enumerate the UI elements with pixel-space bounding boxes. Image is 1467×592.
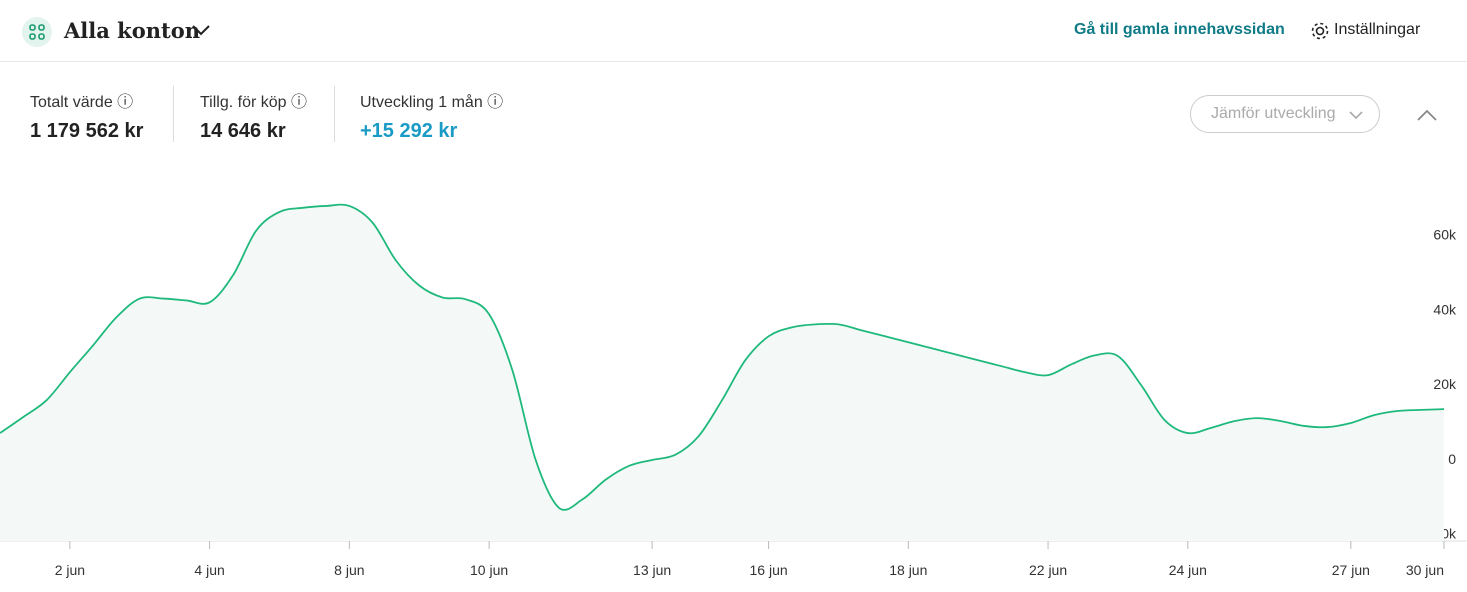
stat-label-text: Totalt värde xyxy=(30,94,113,111)
accounts-icon xyxy=(22,17,52,47)
x-tick-label: 27 jun xyxy=(1332,562,1370,578)
compare-label: Jämför utveckling xyxy=(1211,105,1336,122)
stat-label: Utveckling 1 mån ⓘ xyxy=(360,94,504,111)
separator xyxy=(334,86,335,142)
value-line xyxy=(0,203,1445,511)
x-tick-label: 22 jun xyxy=(1029,562,1067,578)
account-title[interactable]: Alla konton xyxy=(64,18,200,43)
compare-chevron xyxy=(1349,111,1363,120)
settings-button[interactable]: Inställningar xyxy=(1334,21,1421,38)
dropdown-chevron[interactable] xyxy=(192,23,210,37)
stat-label: Tillg. för köp ⓘ xyxy=(200,94,307,111)
x-tick-label: 24 jun xyxy=(1169,562,1207,578)
x-tick-label: 2 jun xyxy=(55,562,85,578)
x-tick-label: 18 jun xyxy=(889,562,927,578)
stat-value: 14 646 kr xyxy=(200,120,286,142)
y-tick-label: 20k xyxy=(1433,376,1457,392)
stat-label-text: Tillg. för köp xyxy=(200,94,287,111)
top-bar: Alla konton Gå till gamla innehavssidan … xyxy=(0,0,1467,62)
area-fill xyxy=(0,204,1444,541)
stat: Tillg. för köp ⓘ 14 646 kr xyxy=(200,88,307,143)
separator xyxy=(173,86,174,142)
stat: Totalt värde ⓘ 1 179 562 kr xyxy=(30,88,143,143)
stat-label: Totalt värde ⓘ xyxy=(30,94,134,111)
x-tick-label: 13 jun xyxy=(633,562,671,578)
collapse-chevron[interactable] xyxy=(1417,108,1437,122)
stat-value: 1 179 562 kr xyxy=(30,120,144,142)
x-tick-label: 16 jun xyxy=(750,562,788,578)
stat-label-text: Utveckling 1 mån xyxy=(360,94,483,111)
x-tick-label: 8 jun xyxy=(334,562,364,578)
y-tick-label: 0 xyxy=(1448,451,1456,467)
gear-icon[interactable] xyxy=(1309,20,1331,42)
compare-button[interactable]: Jämför utveckling xyxy=(1190,95,1380,133)
y-tick-label: 60k xyxy=(1433,227,1457,243)
old-holdings-link[interactable]: Gå till gamla innehavssidan xyxy=(1074,21,1285,38)
x-tick-label: 4 jun xyxy=(194,562,224,578)
y-tick-label: 40k xyxy=(1433,301,1457,317)
stat: Utveckling 1 mån ⓘ +15 292 kr xyxy=(360,88,503,143)
x-tick-label: 10 jun xyxy=(470,562,508,578)
stat-value: +15 292 kr xyxy=(360,120,458,142)
x-tick-label: 30 jun xyxy=(1406,562,1444,578)
